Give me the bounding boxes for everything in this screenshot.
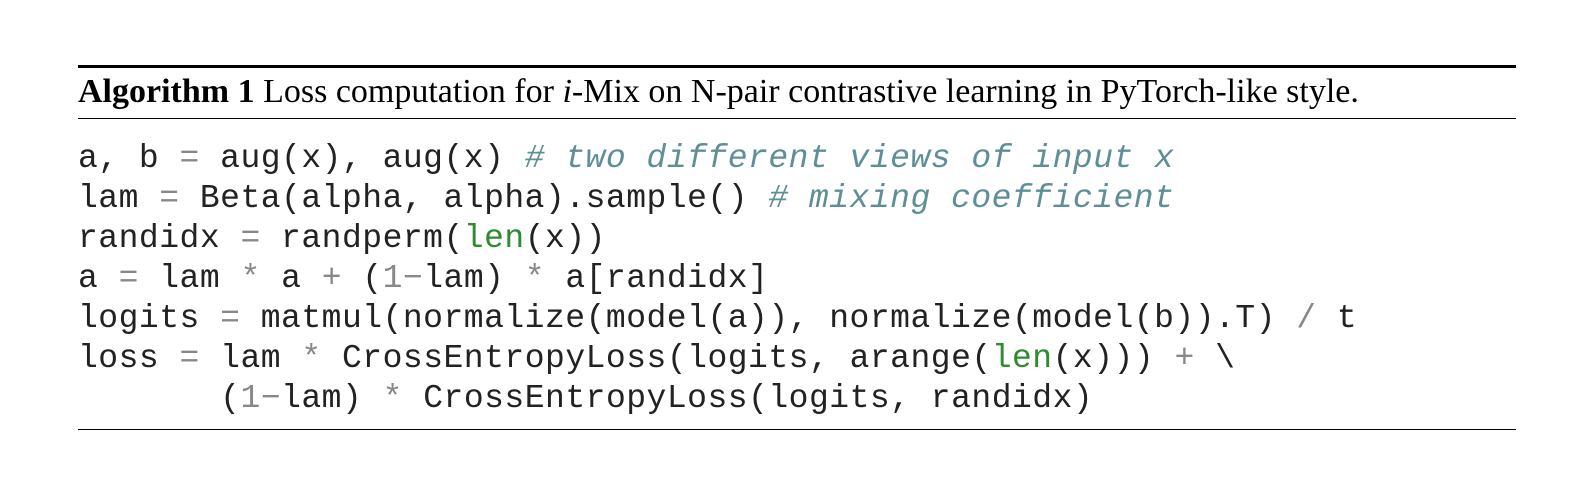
builtin-len: len (991, 340, 1053, 377)
code-line-7: (1−lam) * CrossEntropyLoss(logits, randi… (78, 380, 1094, 417)
top-rule (78, 65, 1516, 68)
code-line-6: loss = lam * CrossEntropyLoss(logits, ar… (78, 340, 1236, 377)
algorithm-block: Algorithm 1 Loss computation for i-Mix o… (78, 65, 1516, 430)
code-line-4: a = lam * a + (1−lam) * a[randidx] (78, 260, 769, 297)
bottom-rule (78, 429, 1516, 430)
algorithm-caption: Algorithm 1 Loss computation for i-Mix o… (78, 68, 1516, 112)
caption-text-pre: Loss computation for (254, 73, 563, 110)
code-listing: a, b = aug(x), aug(x) # two different vi… (78, 119, 1516, 419)
code-line-1: a, b = aug(x), aug(x) # two different vi… (78, 140, 1175, 177)
caption-rule (78, 118, 1516, 119)
caption-text-post: -Mix on N-pair contrastive learning in P… (571, 73, 1359, 110)
code-comment: # two different views of input x (524, 140, 1175, 177)
code-line-2: lam = Beta(alpha, alpha).sample() # mixi… (78, 180, 1175, 217)
builtin-len: len (463, 220, 525, 257)
code-line-3: randidx = randperm(len(x)) (78, 220, 606, 257)
code-comment: # mixing coefficient (768, 180, 1175, 217)
algorithm-label: Algorithm 1 (78, 73, 255, 110)
caption-italic-i: i (562, 73, 572, 110)
code-line-5: logits = matmul(normalize(model(a)), nor… (78, 300, 1358, 337)
